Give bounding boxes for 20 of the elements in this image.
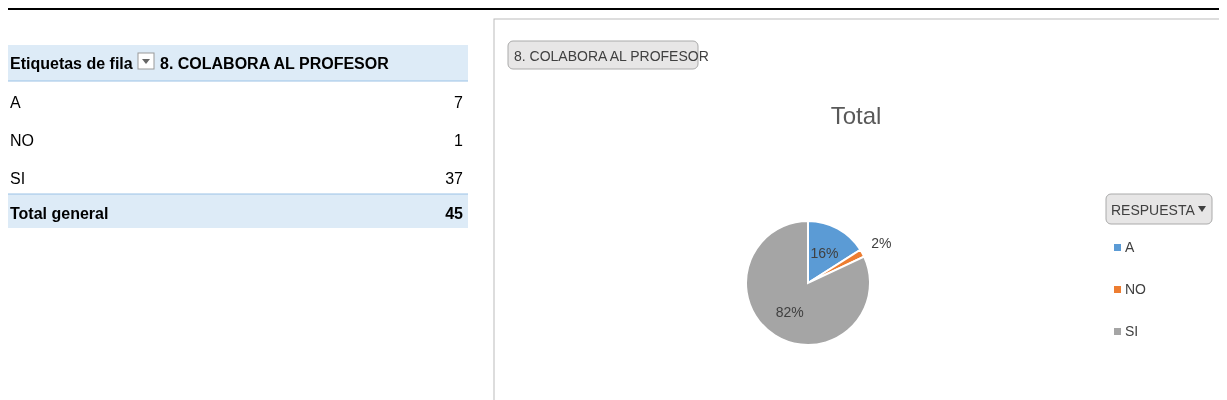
data-label: 2% bbox=[871, 234, 892, 251]
chart-title: Total bbox=[830, 102, 882, 129]
text: Total general bbox=[10, 205, 109, 222]
text: 8. COLABORA AL PROFESOR bbox=[514, 48, 709, 64]
pie-slice bbox=[745, 220, 871, 346]
category-label: SI bbox=[10, 170, 26, 187]
data-label: 1 bbox=[454, 132, 464, 149]
category-label: A bbox=[10, 94, 21, 111]
data-label: 82% bbox=[775, 303, 804, 320]
text: 45 bbox=[445, 205, 463, 222]
data-label: 7 bbox=[454, 94, 464, 111]
legend-label: SI bbox=[1125, 323, 1139, 339]
legend-title: RESPUESTA bbox=[1111, 202, 1196, 218]
text: Etiquetas de fila bbox=[10, 55, 133, 72]
legend-label: NO bbox=[1125, 281, 1147, 297]
data-label: 37 bbox=[445, 170, 464, 187]
category-label: NO bbox=[10, 132, 34, 149]
text: 8. COLABORA AL PROFESOR bbox=[160, 55, 390, 72]
data-label: 16% bbox=[810, 245, 839, 262]
legend-label: A bbox=[1125, 239, 1135, 255]
